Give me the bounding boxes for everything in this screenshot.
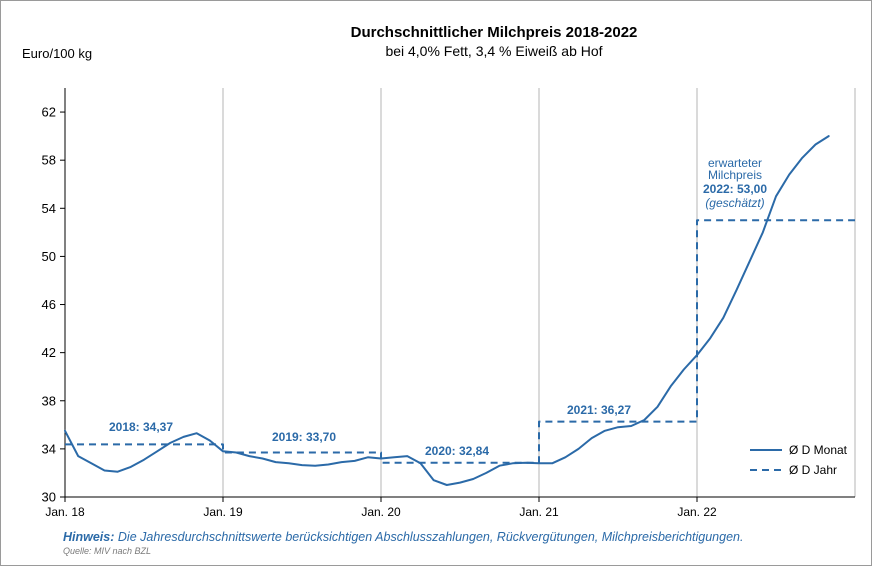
annotations: 2018: 34,37 2019: 33,70 2020: 32,84 2021: 3… xyxy=(109,156,767,458)
source-note: Quelle: MIV nach BZL xyxy=(63,546,152,556)
series-lines xyxy=(64,135,855,486)
y-tick-label: 58 xyxy=(42,153,56,168)
y-tick-label: 42 xyxy=(42,345,56,360)
annotation-label: erwarteter xyxy=(708,156,762,170)
chart-title: Durchschnittlicher Milchpreis 2018-2022 xyxy=(351,24,638,41)
annotation-label: (geschätzt) xyxy=(705,196,764,210)
y-tick-label: 54 xyxy=(42,201,56,216)
chart-subtitle: bei 4,0% Fett, 3,4 % Eiweiß ab Hof xyxy=(385,43,602,59)
x-tick-label: Jan. 19 xyxy=(203,505,243,519)
legend: Ø D Monat Ø D Jahr xyxy=(750,443,848,477)
annotation-label: 2021: 36,27 xyxy=(567,403,631,417)
y-tick-label: 30 xyxy=(42,490,56,505)
x-tick-label: Jan. 20 xyxy=(361,505,401,519)
y-tick-label: 38 xyxy=(42,393,56,408)
legend-label: Ø D Monat xyxy=(789,443,848,457)
annotation-label: 2019: 33,70 xyxy=(272,430,336,444)
x-tick-label: Jan. 21 xyxy=(519,505,559,519)
annotation-label: Milchpreis xyxy=(708,168,762,182)
annotation-label: 2022: 53,00 xyxy=(703,182,767,196)
legend-label: Ø D Jahr xyxy=(789,463,837,477)
annotation-label: 2020: 32,84 xyxy=(425,444,489,458)
footnote-text: Die Jahresdurchschnittswerte berücksicht… xyxy=(117,530,744,544)
series-line-monthly xyxy=(64,135,830,486)
y-tick-label: 34 xyxy=(42,441,56,456)
axes: 30 34 38 42 46 50 54 58 62 Jan. 18 Jan. 19 Jan. 20 J… xyxy=(42,88,856,519)
annotation-label: 2018: 34,37 xyxy=(109,420,173,434)
y-axis-label: Euro/100 kg xyxy=(22,46,92,61)
y-tick-label: 46 xyxy=(42,297,56,312)
footnote-label: Hinweis: xyxy=(63,530,115,544)
y-tick-label: 62 xyxy=(42,105,56,120)
series-line-yearly xyxy=(65,219,855,464)
x-tick-label: Jan. 22 xyxy=(677,505,717,519)
footnote: Hinweis: Die Jahresdurchschnittswerte be… xyxy=(63,530,743,544)
y-tick-label: 50 xyxy=(42,249,56,264)
x-tick-label: Jan. 18 xyxy=(45,505,85,519)
